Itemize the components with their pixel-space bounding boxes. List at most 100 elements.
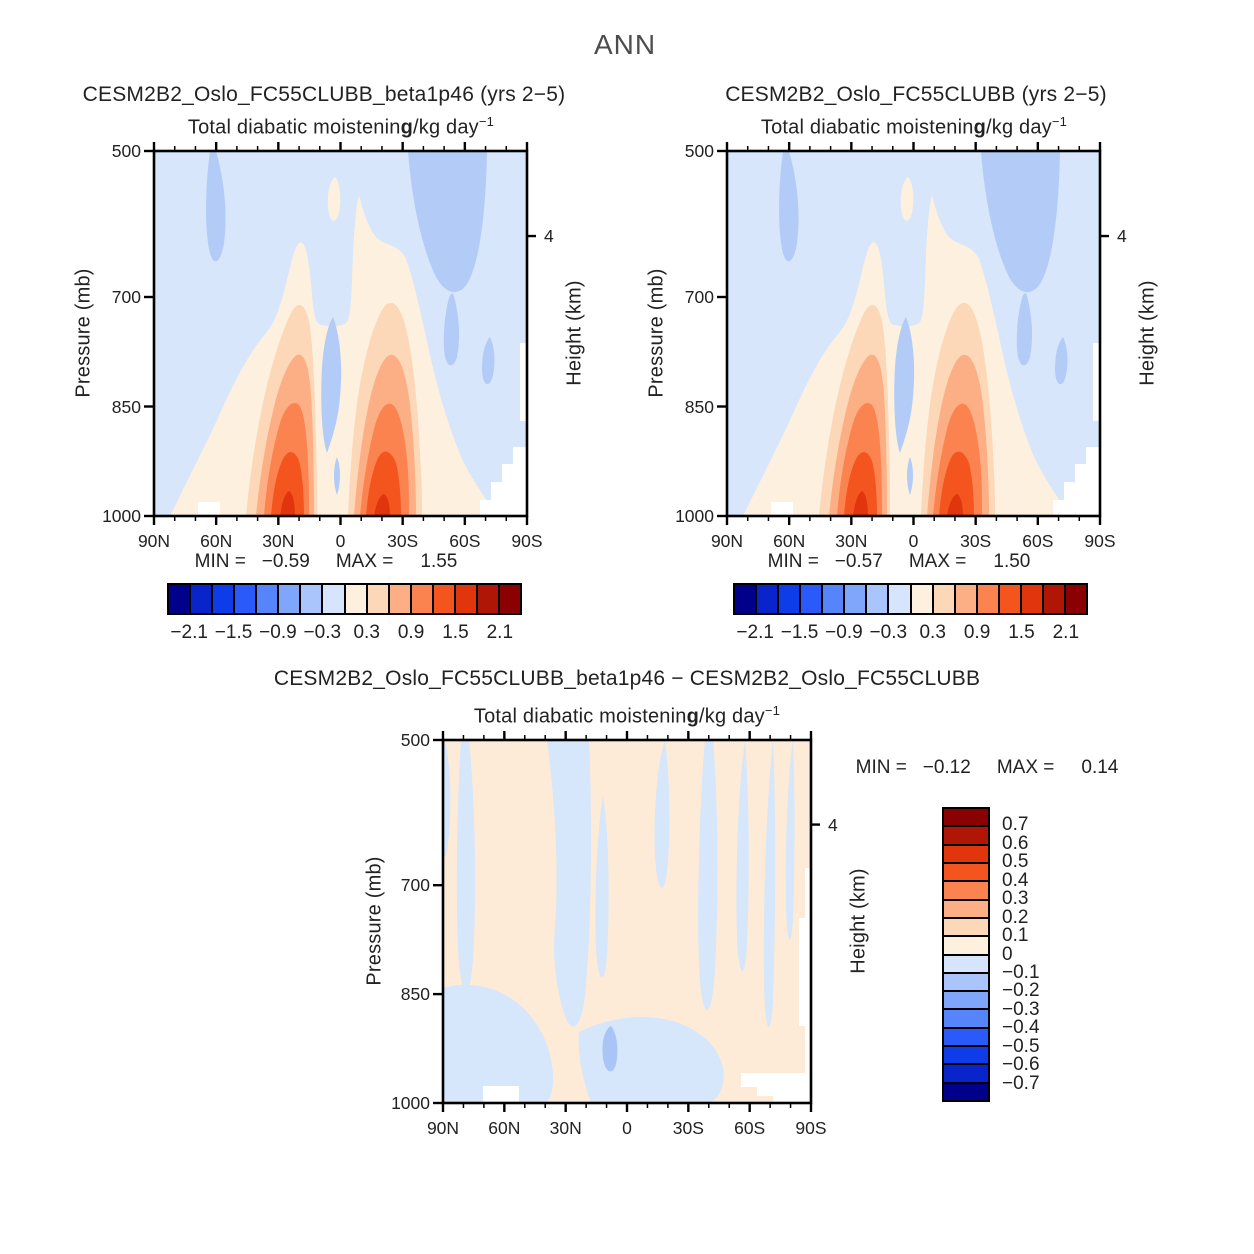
colorbar-cell <box>944 827 988 846</box>
subtitle-text: Total diabatic moistenin <box>473 705 687 728</box>
colorbar-cell <box>944 1083 988 1100</box>
colorbar-cell <box>944 955 988 974</box>
colorbar-cell <box>1043 585 1066 613</box>
colorbar-cell <box>944 1010 988 1029</box>
axis-ticks <box>433 731 820 1112</box>
colorbar-tick-label: 0.2 <box>1002 906 1029 928</box>
colorbar-cell <box>944 937 988 956</box>
colorbar-cell <box>933 585 956 613</box>
colorbar-cell <box>735 585 758 613</box>
x-tick-label: 90S <box>1084 531 1116 551</box>
height-axis-label-diff: Height (km) <box>847 868 870 974</box>
y-tick-label: 700 <box>111 287 141 307</box>
min-label: MIN = <box>855 757 907 778</box>
x-tick-label: 30N <box>262 531 295 551</box>
max-value: 0.14 <box>1081 757 1119 778</box>
colorbar-tick-label: 0.3 <box>919 622 946 643</box>
colorbar-cell <box>944 1065 988 1084</box>
x-tick-label: 60N <box>773 531 806 551</box>
y-tick-label: 1000 <box>102 506 141 526</box>
colorbar-tick-label: 0.9 <box>963 622 991 643</box>
colorbar-cell <box>455 585 478 613</box>
colorbar-cell <box>191 585 214 613</box>
x-tick-label: 90N <box>137 531 171 551</box>
colorbar-cell <box>955 585 978 613</box>
y-tick-label: 500 <box>400 730 430 750</box>
colorbar-cell <box>801 585 824 613</box>
colorbar-cell <box>367 585 390 613</box>
colorbar-cell <box>433 585 456 613</box>
axis-ticks <box>144 142 536 525</box>
colorbar-cell <box>944 992 988 1011</box>
colorbar-left <box>167 583 522 615</box>
min-value: −0.12 <box>922 757 971 778</box>
subtitle-units-g: g <box>973 116 986 139</box>
y-tick-label: 850 <box>684 396 714 417</box>
x-tick-label: 90N <box>710 531 744 551</box>
colorbar-tick-label: −0.9 <box>825 622 863 643</box>
colorbar-tick-label: 2.1 <box>1052 622 1080 643</box>
min-label: MIN = <box>194 551 246 572</box>
panel-subtitle-diff: Total diabatic moistening/kg day−1 <box>474 703 780 729</box>
x-tick-label: 30N <box>549 1118 582 1138</box>
min-max-readout-left: MIN = −0.59 MAX = 1.55 <box>195 551 458 573</box>
max-value: 1.55 <box>420 551 458 572</box>
colorbar-cell <box>1021 585 1044 613</box>
colorbar-cell <box>944 882 988 901</box>
min-max-readout-diff: MIN = −0.12 MAX = 0.14 <box>856 757 1119 779</box>
colorbar-tick-label: −1.5 <box>214 622 253 643</box>
subtitle-units: /kg day <box>699 705 765 728</box>
colorbar-cell <box>257 585 280 613</box>
max-label: MAX = <box>908 551 967 572</box>
y-tick-label: 700 <box>684 287 714 307</box>
x-tick-label: 30N <box>835 531 868 551</box>
x-tick-label: 60N <box>488 1118 521 1138</box>
colorbar-cell <box>169 585 192 613</box>
colorbar-cell <box>944 1028 988 1048</box>
colorbar-cell <box>213 585 236 613</box>
x-tick-label: 90N <box>426 1118 460 1138</box>
pressure-axis-label-right: Pressure (mb) <box>645 268 668 398</box>
x-tick-label: 30S <box>387 531 419 551</box>
pressure-axis-label-diff: Pressure (mb) <box>363 856 386 986</box>
colorbar-cell <box>889 585 912 613</box>
axis-ticks <box>717 142 1109 525</box>
x-tick-label: 60N <box>200 531 233 551</box>
colorbar-cell <box>389 585 412 613</box>
colorbar-tick-label: 0 <box>1002 943 1013 965</box>
x-tick-label: 30S <box>960 531 992 551</box>
colorbar-cell <box>1065 585 1086 613</box>
colorbar-cell <box>977 585 1000 613</box>
colorbar-right <box>733 583 1088 615</box>
colorbar-cell <box>279 585 302 613</box>
figure-title: ANN <box>593 29 657 60</box>
height-tick-label: 4 <box>828 814 838 835</box>
subtitle-text: Total diabatic moistenin <box>760 116 974 139</box>
panel-title-right: CESM2B2_Oslo_FC55CLUBB (yrs 2−5) <box>725 83 1107 106</box>
x-tick-label: 30S <box>672 1118 704 1138</box>
height-tick-label: 4 <box>1117 226 1127 247</box>
min-value: −0.57 <box>834 551 883 572</box>
x-tick-label: 90S <box>511 531 543 551</box>
colorbar-tick-label: −0.3 <box>869 622 908 643</box>
panel-title-diff: CESM2B2_Oslo_FC55CLUBB_beta1p46 − CESM2B… <box>273 667 981 690</box>
colorbar-tick-label: 0.9 <box>397 622 425 643</box>
x-tick-label: 60S <box>734 1118 766 1138</box>
colorbar-cell <box>867 585 890 613</box>
x-tick-label: 0 <box>908 531 919 551</box>
subtitle-units-g: g <box>686 705 699 728</box>
colorbar-cell <box>999 585 1022 613</box>
colorbar-cell <box>944 809 988 828</box>
min-max-readout-right: MIN = −0.57 MAX = 1.50 <box>768 551 1031 573</box>
y-tick-label: 1000 <box>675 506 714 526</box>
min-value: −0.59 <box>261 551 310 572</box>
colorbar-tick-label: −0.1 <box>1002 961 1040 983</box>
subtitle-units-exponent: −1 <box>1051 114 1068 129</box>
max-label: MAX = <box>335 551 394 572</box>
colorbar-cell <box>944 973 988 993</box>
y-tick-label: 500 <box>684 141 714 161</box>
panel-title-left: CESM2B2_Oslo_FC55CLUBB_beta1p46 (yrs 2−5… <box>82 83 566 106</box>
colorbar-tick-label: −0.6 <box>1002 1054 1040 1076</box>
y-tick-label: 850 <box>400 984 430 1005</box>
